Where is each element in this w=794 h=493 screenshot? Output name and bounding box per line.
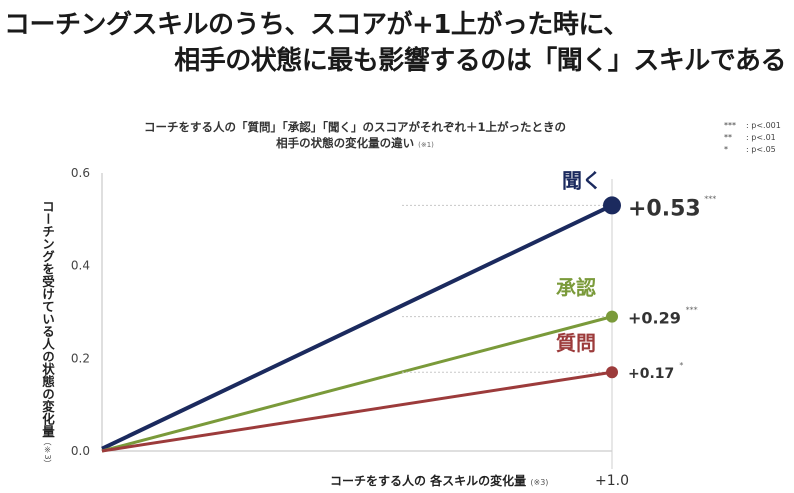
y-tick-label: 0.6 — [71, 166, 90, 180]
legend-text: : p<.001 — [746, 121, 781, 130]
x-axis-label-note: (※3) — [530, 478, 549, 487]
significance-stars: * — [679, 361, 683, 370]
x-tick-label: +1.0 — [595, 473, 629, 489]
legend-stars: * — [724, 145, 728, 154]
series-end-point — [606, 310, 618, 323]
legend-row: *** : p<.001 — [724, 120, 781, 132]
legend-row: * : p<.05 — [724, 144, 781, 156]
series-name-label: 聞く — [562, 168, 602, 192]
legend-row: ** : p<.01 — [724, 132, 781, 144]
series-value-label: +0.53 — [628, 196, 701, 221]
series-value-label: +0.29 — [628, 309, 681, 328]
series-end-point — [603, 196, 621, 215]
legend-text: : p<.01 — [746, 133, 776, 142]
chart-subtitle-note: (※1) — [418, 141, 434, 149]
y-axis-label-text: コーチングを受けている人の状態の変化量 — [40, 200, 55, 438]
significance-stars: *** — [704, 194, 716, 203]
y-tick-label: 0.0 — [71, 444, 90, 458]
series-line — [101, 203, 613, 451]
headline-line-1: コーチングスキルのうち、スコアが+1上がった時に、 — [4, 10, 629, 40]
legend-stars: ** — [724, 133, 732, 142]
y-tick-label: 0.2 — [71, 351, 90, 365]
series-line — [101, 315, 613, 453]
y-axis-label-note: （※3） — [43, 437, 52, 468]
series-value-label: +0.17 — [628, 366, 674, 382]
series-name-label: 質問 — [556, 331, 596, 355]
chart-subtitle-line-2: 相手の状態の変化量の違い (※1) — [100, 135, 610, 151]
x-axis-label: コーチをする人の 各スキルの変化量 (※3) — [330, 472, 548, 489]
legend-stars: *** — [724, 121, 736, 130]
significance-legend: *** : p<.001 ** : p<.01 * : p<.05 — [724, 120, 781, 156]
significance-stars: *** — [686, 306, 698, 315]
y-tick-label: 0.4 — [71, 259, 90, 273]
series-name-label: 承認 — [556, 276, 596, 300]
chart-subtitle-text: 相手の状態の変化量の違い — [276, 136, 415, 150]
series-line — [101, 370, 613, 453]
series-end-point — [606, 366, 618, 379]
chart-subtitle-line-1: コーチをする人の「質問」「承認」「聞く」のスコアがそれぞれ＋1上がったときの — [144, 120, 566, 134]
x-axis-label-text: コーチをする人の 各スキルの変化量 — [330, 474, 527, 488]
y-axis-label: コーチングを受けている人の状態の変化量（※3） — [40, 200, 55, 468]
headline-line-2: 相手の状態に最も影響するのは「聞く」スキルである — [174, 46, 786, 76]
legend-text: : p<.05 — [746, 145, 776, 154]
